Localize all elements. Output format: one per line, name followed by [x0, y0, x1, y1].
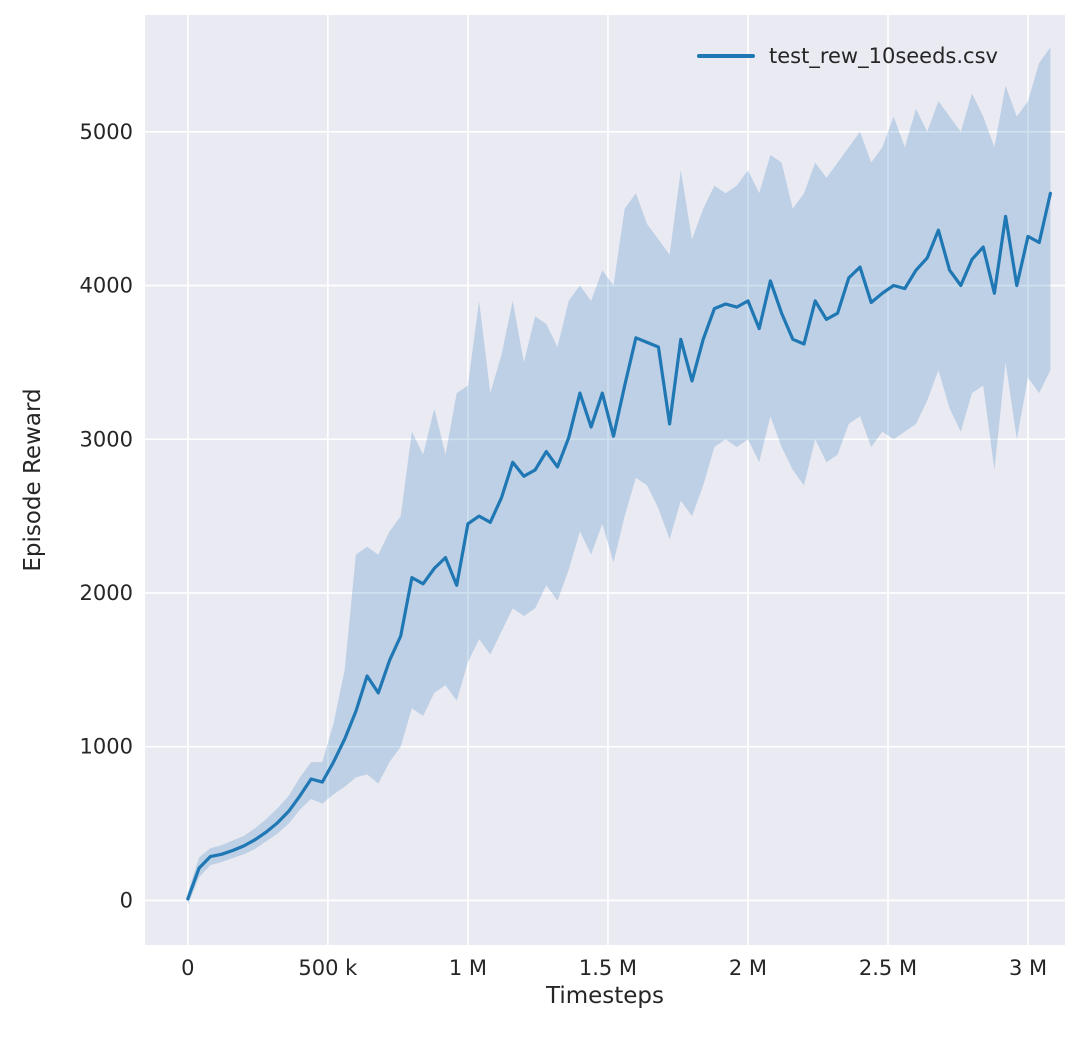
legend-label: test_rew_10seeds.csv — [769, 44, 998, 68]
y-axis-label: Episode Reward — [20, 388, 46, 572]
plot-area — [145, 15, 1065, 945]
x-tick-label: 500 k — [298, 956, 358, 980]
y-tick-label: 1000 — [80, 735, 133, 759]
y-tick-label: 3000 — [80, 427, 133, 451]
x-tick-label: 1 M — [449, 956, 487, 980]
confidence-band — [187, 47, 1051, 906]
legend-line-swatch — [697, 54, 755, 58]
y-tick-label: 5000 — [80, 120, 133, 144]
x-tick-label: 2 M — [729, 956, 767, 980]
mean-line — [186, 191, 1053, 901]
x-axis-label: Timesteps — [545, 983, 665, 1009]
y-tick-label: 0 — [120, 888, 133, 912]
y-tick-label: 2000 — [80, 581, 133, 605]
x-tick-label: 3 M — [1009, 956, 1047, 980]
legend: test_rew_10seeds.csv — [697, 44, 998, 68]
y-tick-label: 4000 — [80, 274, 133, 298]
x-tick-label: 2.5 M — [859, 956, 917, 980]
x-tick-label: 1.5 M — [579, 956, 637, 980]
x-tick-label: 0 — [181, 956, 194, 980]
